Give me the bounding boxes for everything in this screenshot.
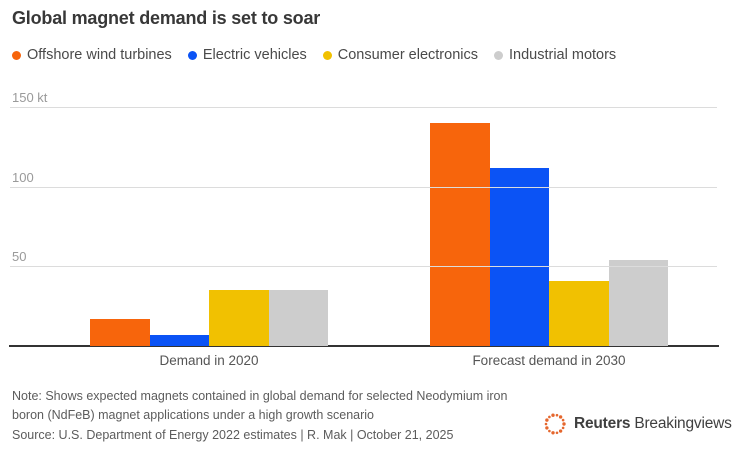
- bar-offshore-wind-turbines-demand-in-2020: [90, 318, 150, 346]
- x-axis-label-2030: Forecast demand in 2030: [472, 353, 626, 368]
- legend-label: Industrial motors: [509, 47, 617, 63]
- legend-item-industrial-motors: Industrial motors: [494, 47, 616, 63]
- bar-offshore-wind-turbines-forecast-demand-in-2030: [430, 122, 490, 346]
- legend-item-offshore-wind-turbines: Offshore wind turbines: [12, 47, 172, 63]
- chart-note: Note: Shows expected magnets contained i…: [12, 389, 508, 423]
- legend-label: Offshore wind turbines: [27, 47, 172, 63]
- bar-group-2030: [430, 107, 668, 346]
- legend-dot-icon: [322, 50, 332, 60]
- bar-electric-vehicles-forecast-demand-in-2030: [489, 167, 549, 346]
- legend-label: Electric vehicles: [202, 47, 307, 63]
- chart-legend: Offshore wind turbines Electric vehicles C…: [12, 47, 616, 63]
- legend-dot-icon: [494, 50, 503, 60]
- gridline-150: [10, 107, 717, 108]
- branding: Reuters Breakingviews: [543, 412, 732, 436]
- bar-industrial-motors-forecast-demand-in-2030: [608, 259, 668, 346]
- plot-area: 150 kt 100 50: [9, 90, 719, 347]
- legend-label: Consumer electronics: [337, 47, 478, 63]
- legend-item-consumer-electronics: Consumer electronics: [322, 47, 478, 63]
- bar-consumer-electronics-demand-in-2020: [209, 290, 269, 346]
- branding-sub: Breakingviews: [634, 415, 732, 432]
- reuters-logo-icon: [544, 413, 566, 435]
- bar-consumer-electronics-forecast-demand-in-2030: [549, 280, 609, 346]
- legend-dot-icon: [12, 50, 21, 60]
- x-axis-label-2020: Demand in 2020: [159, 353, 259, 368]
- bar-group-2020: [90, 107, 328, 346]
- branding-main: Reuters: [574, 415, 631, 432]
- chart-source: Source: U.S. Department of Energy 2022 e…: [12, 428, 454, 442]
- legend-item-electric-vehicles: Electric vehicles: [187, 47, 307, 63]
- chart-title: Global magnet demand is set to soar: [12, 8, 321, 28]
- y-tick-label-50: 50: [12, 249, 27, 265]
- gridline-100: [10, 186, 717, 188]
- y-tick-label-100: 100: [12, 169, 34, 185]
- gridline-50: [10, 266, 717, 268]
- y-tick-label-150: 150 kt: [12, 90, 48, 105]
- bar-electric-vehicles-demand-in-2020: [149, 334, 209, 346]
- x-axis-line: [9, 345, 719, 347]
- bar-industrial-motors-demand-in-2020: [268, 290, 328, 346]
- legend-dot-icon: [187, 50, 197, 60]
